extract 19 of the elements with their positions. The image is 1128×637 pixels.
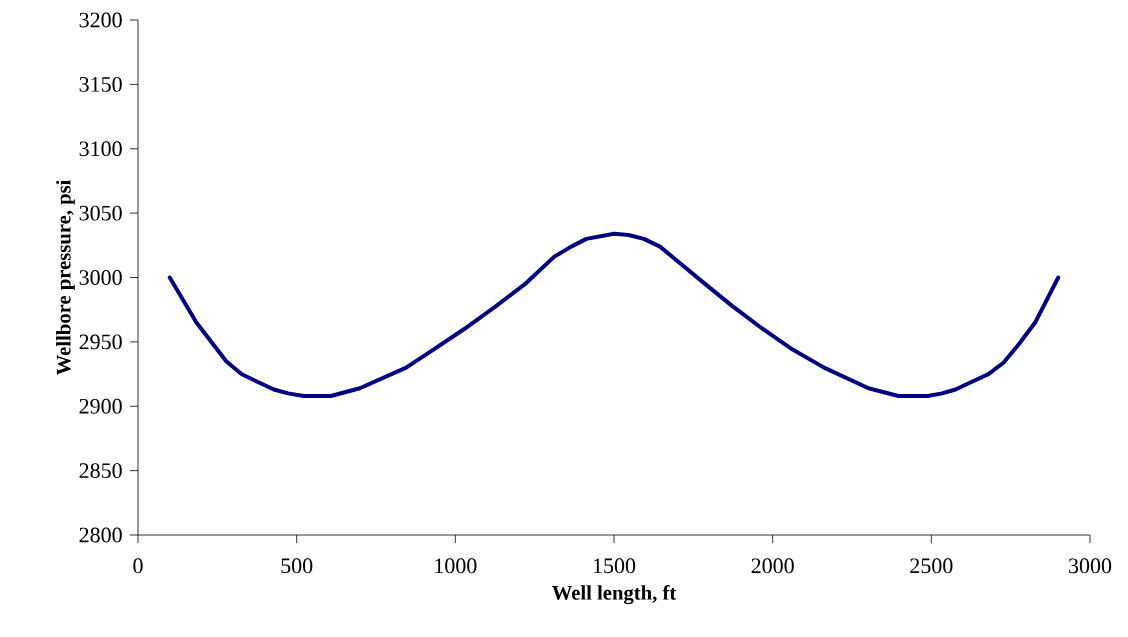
x-axis-title: Well length, ft bbox=[552, 585, 677, 605]
y-tick-label: 3150 bbox=[79, 76, 122, 92]
y-tick-label: 2850 bbox=[79, 463, 122, 479]
x-tick-label: 2500 bbox=[910, 558, 953, 574]
x-tick-label: 1000 bbox=[435, 558, 477, 574]
y-axis-title: Wellbore pressure, psi bbox=[56, 179, 75, 376]
y-tick-label: 3050 bbox=[79, 205, 122, 221]
x-tick-label: 1500 bbox=[593, 558, 636, 574]
y-tick-label: 3000 bbox=[79, 270, 122, 285]
x-tick-label: 500 bbox=[281, 558, 313, 574]
x-tick-label: 0 bbox=[133, 558, 143, 574]
y-tick-label: 2950 bbox=[79, 334, 122, 350]
y-tick-label: 2900 bbox=[79, 398, 122, 414]
y-tick-label: 3100 bbox=[79, 141, 122, 157]
x-tick-label: 2000 bbox=[751, 558, 794, 574]
y-tick-label: 2800 bbox=[79, 527, 122, 543]
y-tick-label: 3200 bbox=[79, 12, 122, 28]
line-series bbox=[167, 231, 1061, 398]
x-tick-label: 3000 bbox=[1069, 558, 1112, 574]
